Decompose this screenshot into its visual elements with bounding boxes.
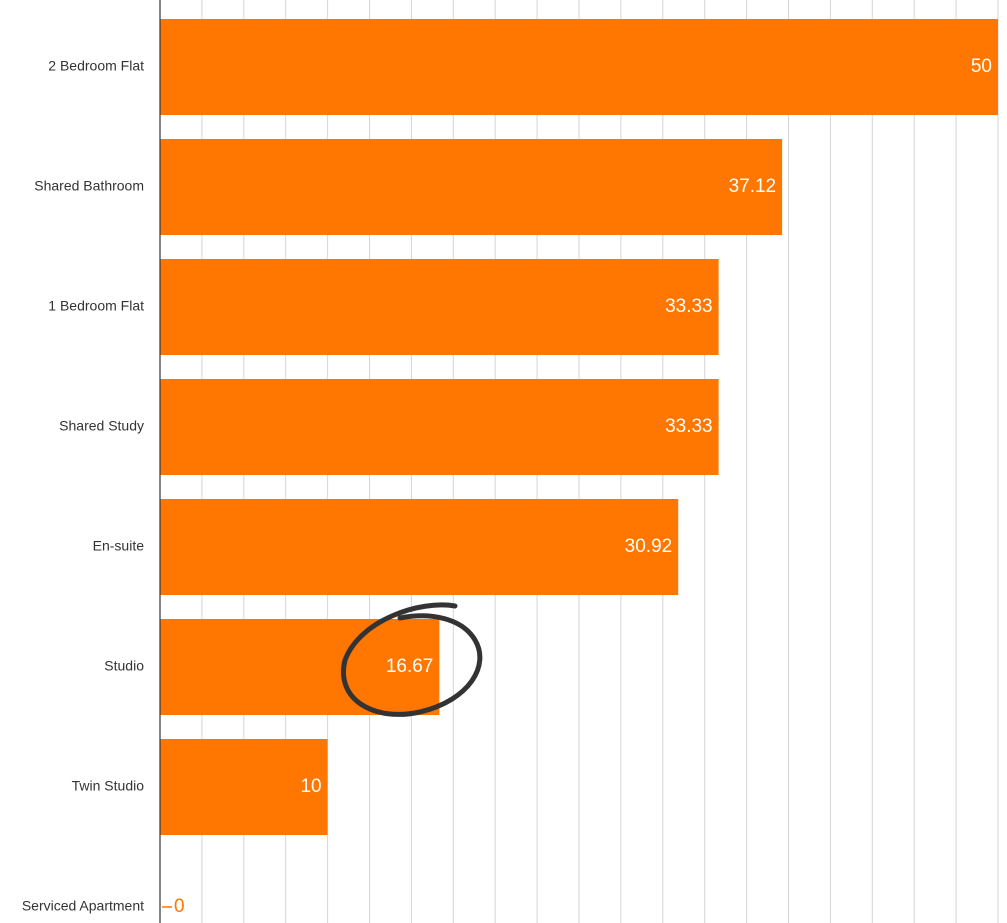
annotation-circle: [341, 602, 483, 717]
y-tick-label: 1 Bedroom Flat: [48, 298, 144, 314]
value-label: 33.33: [665, 296, 713, 317]
value-label: 0: [174, 896, 185, 917]
y-tick-label: En-suite: [93, 538, 145, 554]
y-tick-label: Serviced Apartment: [22, 898, 144, 914]
bar: [160, 259, 719, 355]
bar: [160, 19, 998, 115]
value-label: 33.33: [665, 416, 713, 437]
y-tick-label: Twin Studio: [72, 778, 145, 794]
bar: [160, 499, 679, 595]
y-tick-label: 2 Bedroom Flat: [48, 58, 144, 74]
y-tick-label: Studio: [104, 658, 144, 674]
y-tick-label: Shared Bathroom: [34, 178, 144, 194]
bar: [160, 379, 719, 475]
value-label: 10: [300, 776, 321, 797]
bar: [160, 619, 440, 715]
bar: [160, 139, 783, 235]
bar: [160, 739, 328, 835]
value-label: 30.92: [625, 536, 673, 557]
value-label: 50: [971, 56, 992, 77]
y-tick-label: Shared Study: [59, 418, 144, 434]
value-label: 37.12: [729, 176, 777, 197]
value-label: 16.67: [386, 656, 434, 677]
